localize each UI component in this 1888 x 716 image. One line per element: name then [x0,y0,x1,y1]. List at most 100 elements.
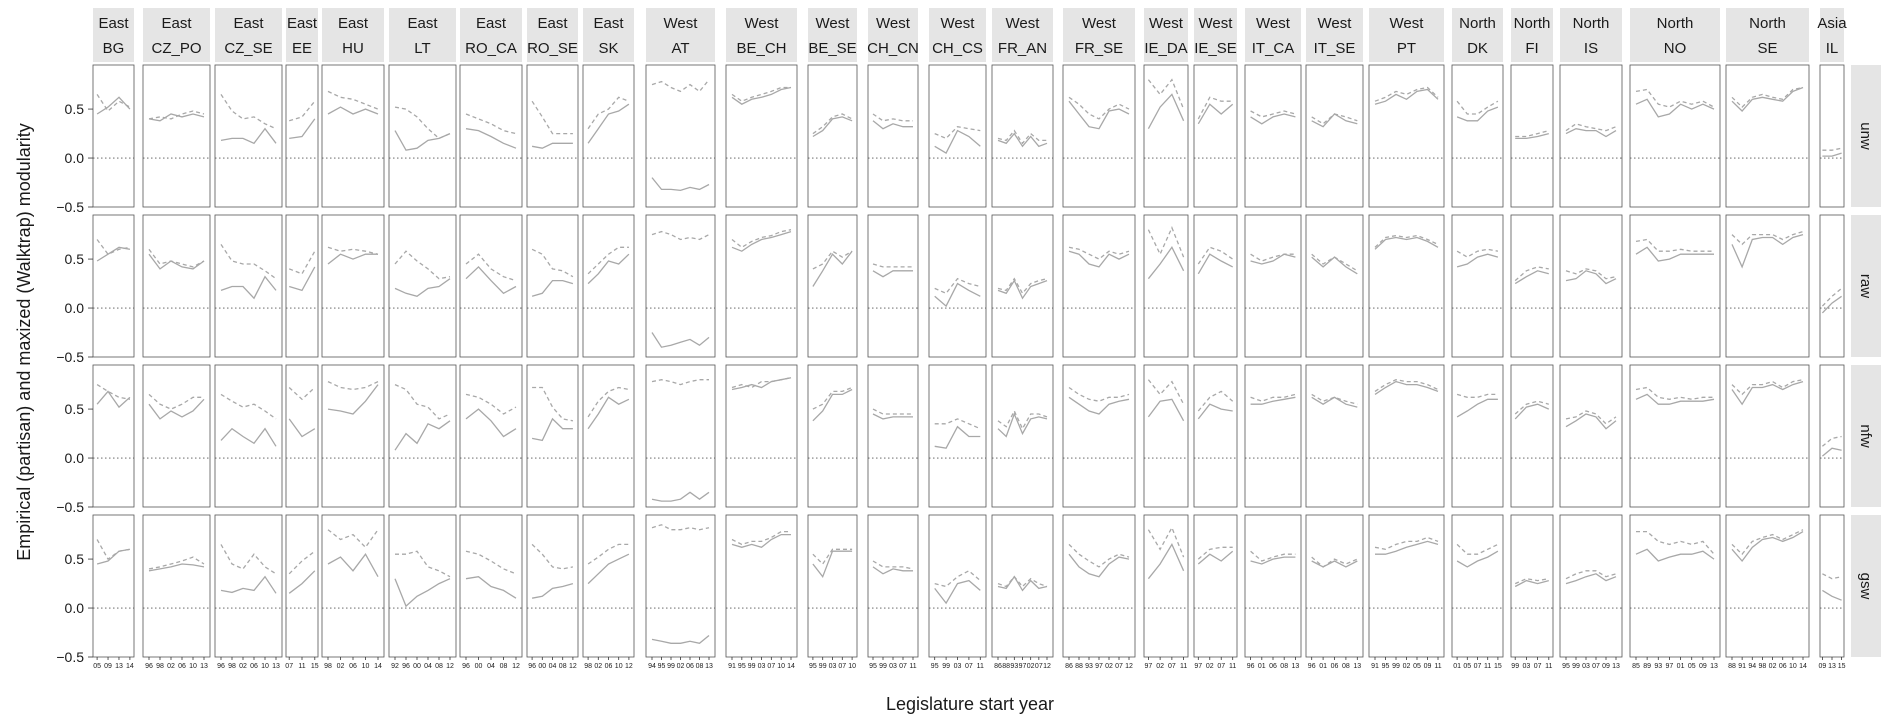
panel-frame [645,514,716,658]
series-line-empirical [1456,550,1499,568]
x-tick-label: 93 [1654,663,1662,670]
panel-cz_se-gsw [214,514,283,658]
panel-cz_po-unw [142,64,211,208]
series-line-empirical [587,103,630,144]
series-line-maximized [1731,379,1804,396]
facet-region-label: East [233,15,264,32]
facet-column-it_se: West IT_SE 96 01 06 08 13 [1305,8,1364,670]
panel-frame [928,64,987,208]
series-line-empirical [1821,295,1842,314]
x-tick-label: 97 [1095,663,1103,670]
panel-ro_ca-raw [459,214,523,358]
facet-country-label: IE_DA [1144,40,1187,57]
series-line-empirical [1197,103,1234,125]
series-line-maximized [1731,230,1804,246]
facet-strip [1630,8,1720,62]
panel-it_se-nfw [1305,364,1364,508]
panel-frame [214,214,283,358]
series-line-empirical [651,332,710,348]
panel-at-gsw [645,514,716,658]
panel-frame [1725,514,1810,658]
series-line-maximized [934,277,981,295]
series-line-maximized [1197,246,1234,265]
panel-hu-gsw [321,514,385,658]
panel-fr_se-raw [1062,214,1136,358]
x-tick-label: 98 [324,663,332,670]
facet-region-label: West [664,15,699,32]
x-tick-label: 93 [1010,663,1018,670]
x-tick-label: 14 [787,663,795,670]
panel-frame [645,364,716,508]
panel-fi-nfw [1510,364,1554,508]
panel-frame [1510,364,1554,508]
panel-frame [1725,214,1810,358]
facet-column-at: West AT 94 95 99 02 06 08 13 [645,8,716,670]
x-tick-label: 99 [1392,663,1400,670]
series-line-empirical [327,106,379,115]
facet-strip [646,8,715,62]
series-line-maximized [220,94,277,130]
panel-frame [807,214,858,358]
panel-hu-unw [321,64,385,208]
series-line-empirical [327,253,378,265]
panel-frame [1305,214,1364,358]
x-tick-label: 07 [285,663,293,670]
panel-pt-nfw [1368,364,1445,508]
facet-region-label: North [1514,15,1551,32]
row-strip-nfw [1851,365,1881,507]
series-line-empirical [96,96,131,115]
x-tick-label: 07 [1115,663,1123,670]
panel-frame [1143,364,1189,508]
series-line-empirical [1731,531,1804,563]
x-tick-label: 07 [1534,663,1542,670]
x-tick-label: 13 [1353,663,1361,670]
series-line-empirical [1250,113,1296,125]
series-line-empirical [1456,253,1499,268]
x-tick-label: 02 [677,663,685,670]
panel-frame [92,364,135,508]
series-line-maximized [1147,226,1185,258]
x-tick-label: 07 [838,663,846,670]
series-line-maximized [288,550,316,575]
series-line-empirical [587,396,630,430]
facet-column-sk: East SK 98 02 06 10 12 [582,8,635,670]
facet-country-label: CH_CS [932,40,983,57]
series-line-empirical [812,116,853,138]
series-line-maximized [220,244,277,280]
facet-column-be_ch: West BE_CH 91 95 99 03 07 10 14 [725,8,798,670]
series-line-maximized [1250,550,1296,562]
x-tick-label: 13 [1612,663,1620,670]
x-tick-label: 03 [954,663,962,670]
series-line-maximized [1068,96,1130,120]
panel-frame [321,214,385,358]
row-strip-label: gsw [1857,573,1874,600]
x-tick-label: 13 [115,663,123,670]
facet-country-label: FR_SE [1075,40,1123,57]
panel-frame [1559,64,1623,208]
x-tick-label: 12 [1125,663,1133,670]
panel-frame [1510,214,1554,358]
series-line-maximized [1197,390,1234,412]
panel-ch_cs-unw [928,64,987,208]
series-line-empirical [1311,560,1358,568]
panel-frame [1725,364,1810,508]
y-tick-label: 0.5 [65,551,85,567]
facet-country-label: CH_CN [867,40,919,57]
x-tick-label: 92 [391,663,399,670]
series-line-empirical [934,129,981,155]
panel-be_ch-nfw [725,364,798,508]
x-tick-label: 00 [413,663,421,670]
panel-frame [867,64,919,208]
panel-fr_an-nfw [991,364,1054,508]
panel-frame [1819,514,1845,658]
series-line-empirical [1731,86,1804,112]
series-line-maximized [1456,393,1498,398]
x-tick-label: 02 [1027,663,1035,670]
facet-column-dk: North DK 01 05 07 11 15 [1451,8,1504,670]
panel-ro_ca-nfw [459,364,523,508]
x-tick-label: 95 [931,663,939,670]
series-line-empirical [1374,380,1439,395]
facet-country-label: AT [671,40,689,57]
x-tick-label: 13 [200,663,208,670]
